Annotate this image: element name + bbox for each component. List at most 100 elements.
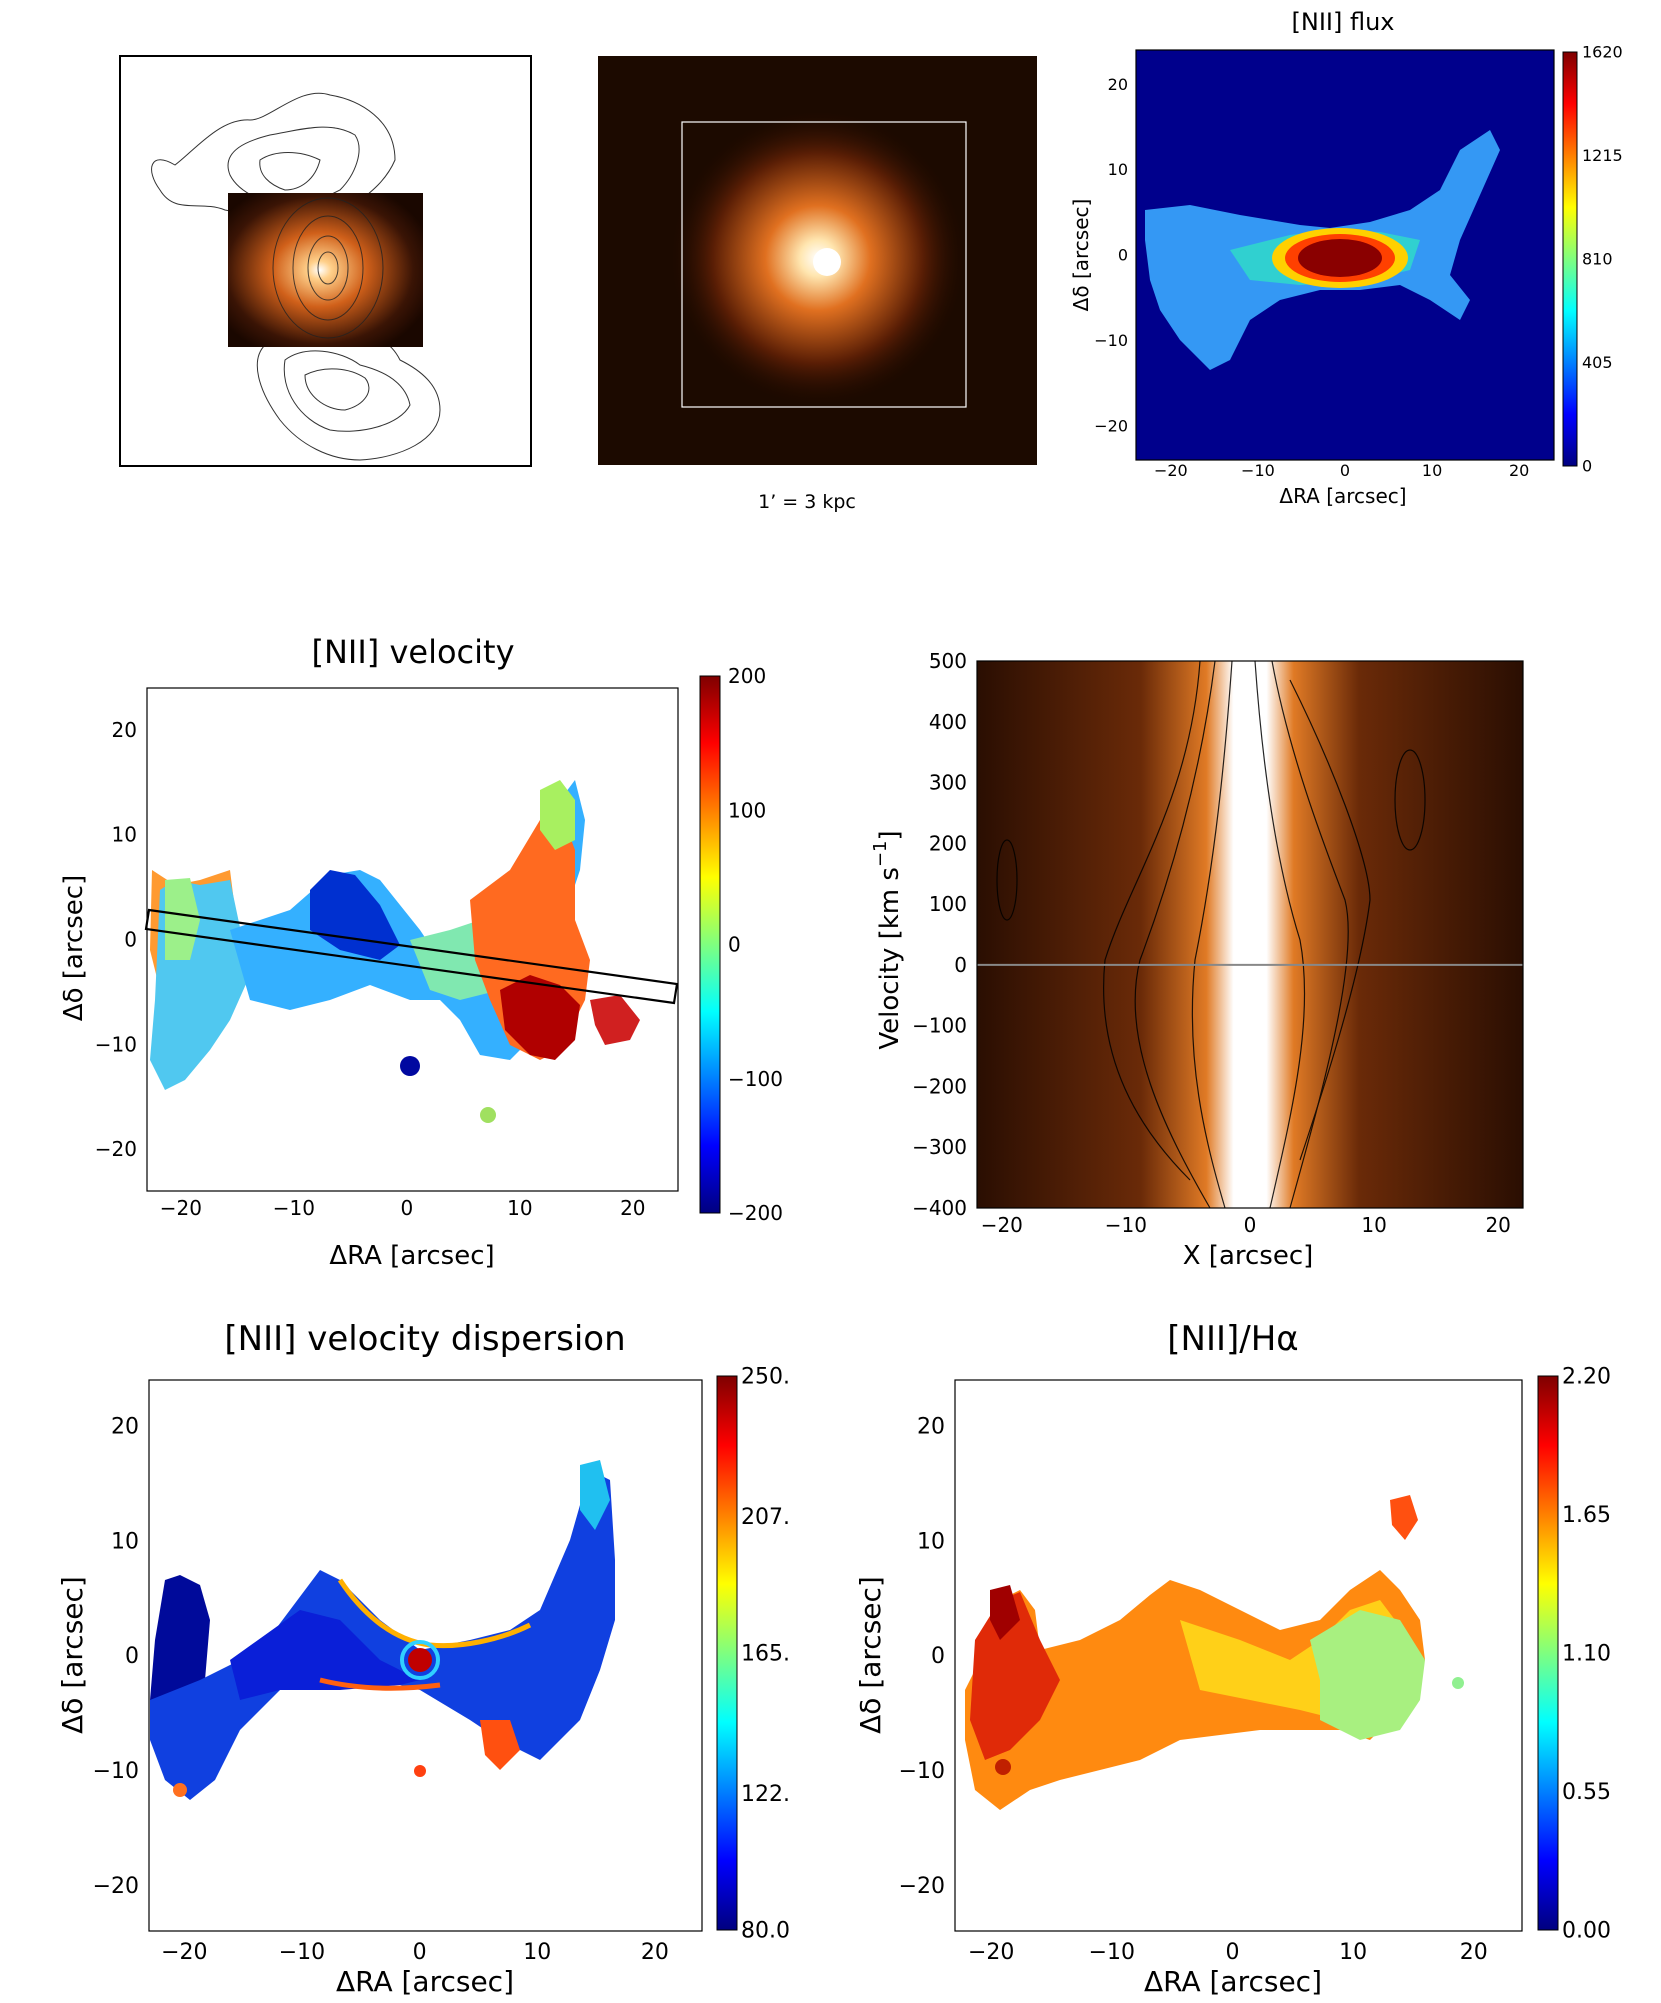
pv-xtick: 0 bbox=[1244, 1213, 1257, 1237]
ratio-ytick: 10 bbox=[917, 1529, 945, 1554]
panel-nii-flux: [NII] flux −20 −10 0 10 20 20 10 0 −10 −… bbox=[1069, 8, 1623, 508]
dispersion-emission bbox=[150, 1460, 615, 1800]
velocity-ylabel: Δδ [arcsec] bbox=[59, 875, 89, 1021]
ratio-colorbar bbox=[1537, 1375, 1559, 1931]
velocity-colorbar bbox=[699, 675, 721, 1214]
flux-xtick: 0 bbox=[1340, 461, 1350, 480]
velocity-cbar-tick: −100 bbox=[728, 1067, 783, 1091]
dispersion-cbar-tick: 250. bbox=[741, 1365, 790, 1390]
pv-ytick: 500 bbox=[929, 649, 967, 673]
pv-ytick: 0 bbox=[954, 953, 967, 977]
pv-ylabel: Velocity [km s−1] bbox=[870, 830, 905, 1049]
flux-ytick: 10 bbox=[1108, 160, 1128, 179]
flux-ytick: −20 bbox=[1094, 416, 1128, 435]
flux-yticks: 20 10 0 −10 −20 bbox=[1094, 75, 1128, 436]
ratio-axes-frame bbox=[954, 1379, 1523, 1932]
pv-xtick: 10 bbox=[1361, 1213, 1386, 1237]
pv-ylabel-sup: −1 bbox=[870, 841, 891, 868]
pv-ytick: −300 bbox=[912, 1135, 967, 1159]
ratio-cbar-tick: 1.65 bbox=[1562, 1503, 1611, 1528]
flux-title: [NII] flux bbox=[1292, 8, 1395, 36]
pv-yticks: 500 400 300 200 100 0 −100 −200 −300 −40… bbox=[912, 649, 967, 1220]
ifu-field-box bbox=[681, 121, 967, 408]
pv-ytick: −100 bbox=[912, 1014, 967, 1038]
velocity-cbar-tick: 200 bbox=[728, 664, 766, 688]
pv-ytick: −400 bbox=[912, 1196, 967, 1220]
galaxy-nucleus bbox=[813, 248, 841, 276]
dispersion-yticks: 20 10 0 −10 −20 bbox=[93, 1415, 139, 1899]
dispersion-title: [NII] velocity dispersion bbox=[224, 1319, 625, 1359]
ratio-ytick: 20 bbox=[917, 1415, 945, 1440]
pv-xtick: −20 bbox=[981, 1213, 1023, 1237]
dispersion-xtick: −10 bbox=[279, 1940, 325, 1965]
velocity-yticks: 20 10 0 −10 −20 bbox=[95, 718, 137, 1161]
dispersion-ylabel: Δδ [arcsec] bbox=[56, 1576, 89, 1734]
velocity-ytick: 10 bbox=[112, 823, 137, 847]
panel-nii-velocity: [NII] velocity −20 −10 0 10 20 20 bbox=[59, 633, 783, 1271]
flux-xtick: 20 bbox=[1509, 461, 1529, 480]
velocity-colorbar-ticks: 200 100 0 −100 −200 bbox=[728, 664, 783, 1225]
pv-contours bbox=[996, 660, 1426, 1209]
ratio-xtick: 0 bbox=[1225, 1940, 1239, 1965]
velocity-ytick: −20 bbox=[95, 1137, 137, 1161]
dispersion-cbar-tick: 122. bbox=[741, 1782, 790, 1807]
ratio-ytick: 0 bbox=[931, 1644, 945, 1669]
ratio-xticks: −20 −10 0 10 20 bbox=[968, 1940, 1488, 1965]
velocity-xtick: 0 bbox=[400, 1196, 413, 1220]
pv-ytick: 300 bbox=[929, 771, 967, 795]
panel-optical-image: 1’ = 3 kpc bbox=[598, 56, 1037, 513]
velocity-title: [NII] velocity bbox=[311, 633, 514, 671]
dispersion-xtick: 0 bbox=[413, 1940, 427, 1965]
dispersion-xticks: −20 −10 0 10 20 bbox=[161, 1940, 669, 1965]
flux-cbar-tick: 0 bbox=[1582, 457, 1592, 476]
ratio-cbar-tick: 2.20 bbox=[1562, 1365, 1611, 1390]
flux-ytick: −10 bbox=[1094, 331, 1128, 350]
panel-pv-diagram: −20 −1 0 0 10 20 500 400 300 200 100 0 −1… bbox=[870, 649, 1524, 1271]
flux-xtick: 10 bbox=[1422, 461, 1442, 480]
ratio-yticks: 20 10 0 −10 −20 bbox=[899, 1415, 945, 1899]
ratio-ytick: −20 bbox=[899, 1874, 945, 1899]
flux-ytick: 0 bbox=[1118, 246, 1128, 265]
pv-ytick: −200 bbox=[912, 1074, 967, 1098]
ratio-cbar-tick: 1.10 bbox=[1562, 1642, 1611, 1667]
dispersion-ytick: 10 bbox=[111, 1529, 139, 1554]
ratio-xtick: −20 bbox=[968, 1940, 1014, 1965]
dispersion-cbar-tick: 165. bbox=[741, 1642, 790, 1667]
velocity-cbar-tick: 0 bbox=[728, 933, 741, 957]
dispersion-cbar-tick: 207. bbox=[741, 1505, 790, 1530]
ratio-ylabel: Δδ [arcsec] bbox=[854, 1576, 887, 1734]
velocity-xtick: −20 bbox=[160, 1196, 202, 1220]
pv-xtick: 20 bbox=[1485, 1213, 1510, 1237]
velocity-ytick: 20 bbox=[112, 718, 137, 742]
velocity-ytick: 0 bbox=[124, 928, 137, 952]
velocity-xticks: −20 −10 0 10 20 bbox=[160, 1196, 646, 1220]
pv-xlabel: X [arcsec] bbox=[1183, 1241, 1314, 1271]
dispersion-xtick: 10 bbox=[523, 1940, 551, 1965]
flux-xlabel: ΔRA [arcsec] bbox=[1279, 484, 1406, 508]
dispersion-xtick: −20 bbox=[161, 1940, 207, 1965]
ratio-cbar-tick: 0.55 bbox=[1562, 1780, 1611, 1805]
dispersion-ytick: −20 bbox=[93, 1874, 139, 1899]
velocity-xtick: 20 bbox=[620, 1196, 645, 1220]
flux-colorbar-ticks: 1620 1215 810 405 0 bbox=[1582, 43, 1623, 476]
flux-cbar-tick: 1620 bbox=[1582, 43, 1623, 62]
dispersion-ytick: 20 bbox=[111, 1415, 139, 1440]
flux-axes-frame bbox=[1135, 49, 1555, 461]
dispersion-colorbar bbox=[716, 1375, 738, 1931]
velocity-axes-frame bbox=[146, 687, 679, 1192]
ratio-colorbar-ticks: 2.20 1.65 1.10 0.55 0.00 bbox=[1562, 1365, 1611, 1944]
pv-ytick: 100 bbox=[929, 892, 967, 916]
dispersion-xlabel: ΔRA [arcsec] bbox=[336, 1965, 514, 1998]
velocity-xlabel: ΔRA [arcsec] bbox=[329, 1241, 494, 1271]
pv-image bbox=[977, 661, 1523, 1208]
flux-cbar-tick: 405 bbox=[1582, 353, 1613, 372]
velocity-xtick: 10 bbox=[507, 1196, 532, 1220]
dispersion-colorbar-ticks: 250. 207. 165. 122. 80.0 bbox=[741, 1365, 790, 1944]
panel-nii-dispersion: [NII] velocity dispersion −20 −10 0 10 2… bbox=[56, 1319, 790, 1998]
pv-ylabel-main: Velocity [km s bbox=[875, 867, 905, 1050]
dispersion-xtick: 20 bbox=[641, 1940, 669, 1965]
flux-xtick: −20 bbox=[1154, 461, 1188, 480]
optical-nucleus-inset bbox=[228, 193, 423, 347]
pv-axes-frame bbox=[976, 660, 1524, 1209]
